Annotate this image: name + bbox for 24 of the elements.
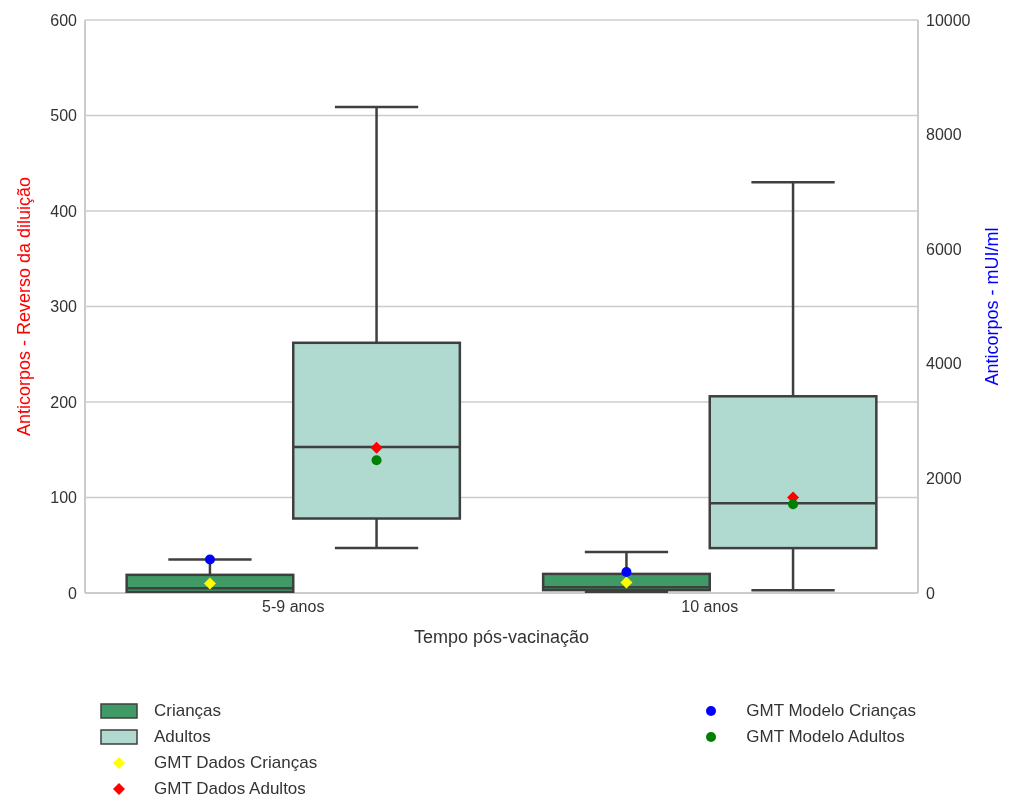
- y-tick-label: 400: [50, 202, 78, 220]
- y-tick-label: 100: [50, 489, 78, 507]
- legend-label: GMT Modelo Crianças: [746, 701, 916, 721]
- y-tick-label: 600: [50, 11, 78, 29]
- y-tick-label: 300: [50, 298, 78, 316]
- y-tick-label: 0: [68, 584, 78, 602]
- y2-tick-label: 8000: [926, 126, 962, 144]
- y2-tick-label: 0: [926, 584, 935, 602]
- y-axis-title: Anticorpos - Reverso da diluição: [14, 176, 35, 437]
- legend-label: GMT Dados Crianças: [154, 753, 318, 773]
- y-tick-label: 200: [50, 393, 78, 411]
- y2-tick-label: 6000: [926, 240, 962, 258]
- x-tick-label: 10 anos: [681, 598, 739, 616]
- legend-label: GMT Modelo Adultos: [746, 727, 905, 747]
- y2-tick-label: 4000: [926, 355, 962, 373]
- y2-axis-title: Anticorpos - mUI/ml: [982, 227, 1003, 386]
- y2-tick-label: 10000: [926, 11, 971, 29]
- x-tick-label: 5-9 anos: [262, 598, 325, 616]
- y2-tick-label: 2000: [926, 470, 962, 488]
- legend-label: GMT Dados Adultos: [154, 779, 306, 799]
- y-tick-label: 500: [50, 107, 78, 125]
- x-axis-title: Tempo pós-vacinação: [413, 627, 590, 647]
- legend-label: Adultos: [154, 727, 211, 747]
- legend-label: Crianças: [154, 701, 222, 721]
